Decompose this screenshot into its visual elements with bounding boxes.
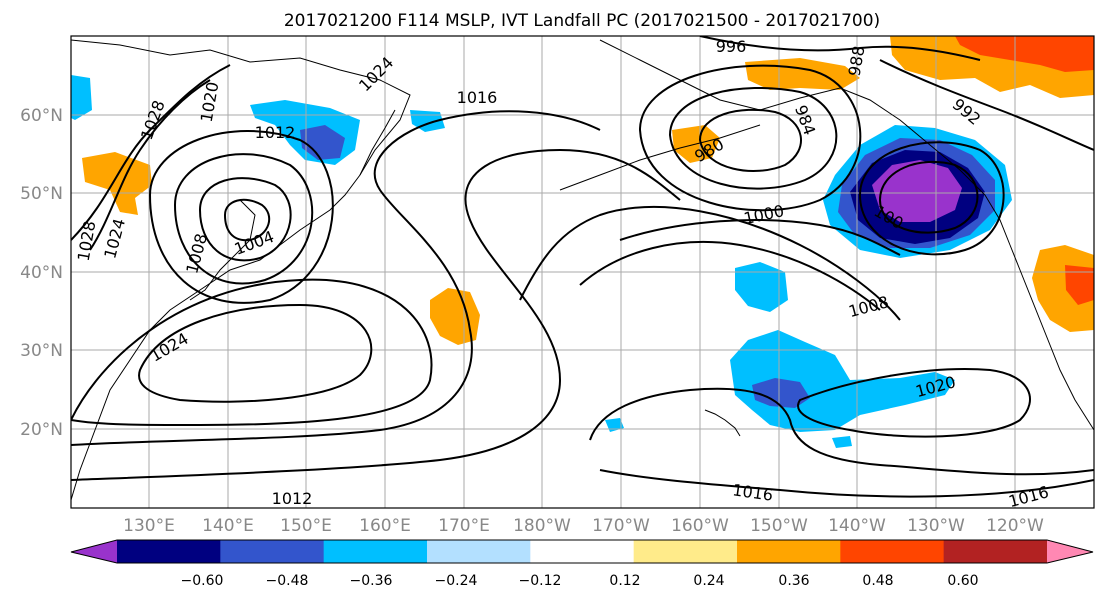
isobar-label: 1012 [255, 123, 296, 142]
lon-tick: 170°W [592, 516, 650, 536]
coastlines [71, 39, 1094, 501]
lon-tick: 180°W [513, 516, 571, 536]
lat-tick: 40°N [20, 263, 63, 283]
cbar-tick: 0.60 [947, 573, 978, 589]
colorbar-outline [70, 539, 1094, 564]
coast-japan [189, 199, 256, 301]
lon-tick: 150°E [280, 516, 332, 536]
colorbar-segments [71, 540, 1093, 563]
colorbar-segment [633, 540, 738, 563]
isobar-subtropical-high [138, 303, 373, 403]
coast-north-america [1009, 244, 1094, 431]
isobar-1020-hawaii [797, 368, 1031, 438]
colorbar-segment [220, 540, 325, 563]
shade-negative-hawaii-core [752, 378, 810, 408]
isobar-1020-west [71, 278, 433, 427]
cbar-tick: −0.48 [266, 573, 309, 589]
lon-tick: 130°E [123, 516, 175, 536]
lat-tick: 30°N [20, 341, 63, 361]
lat-tick: 50°N [20, 184, 63, 204]
shade-negative-hawaii-north [735, 262, 788, 312]
shade-strong-positive-ne [955, 36, 1094, 72]
lon-tick: 130°W [907, 516, 965, 536]
isobar-nw-low-mid [198, 177, 292, 262]
colorbar-extend-min [71, 540, 117, 563]
isobar-gulf-low-1 [878, 160, 979, 234]
colorbar-segment [840, 540, 945, 563]
figure-title: 2017021200 F114 MSLP, IVT Landfall PC (2… [284, 11, 880, 31]
lon-tick: 140°E [202, 516, 254, 536]
isobar-1016-east [599, 469, 1094, 498]
isobar-label: 1012 [272, 489, 313, 508]
lon-tick: 160°W [671, 516, 729, 536]
cbar-tick: −0.12 [519, 573, 562, 589]
isobar-1000-arc [619, 219, 901, 256]
cbar-tick: 0.12 [609, 573, 640, 589]
isobar-west-ridge [71, 64, 231, 241]
isobar-1016-south-east [589, 387, 1094, 476]
isobar-nw-low-inner [223, 198, 271, 242]
coast-kamchatka [359, 109, 396, 176]
shade-positive-japan-sea [82, 152, 152, 215]
lon-tick: 120°W [986, 516, 1044, 536]
colorbar: −0.60 −0.48 −0.36 −0.24 −0.12 0.12 0.24 … [70, 539, 1094, 589]
shade-negative-small-se [832, 436, 852, 448]
cbar-tick: 0.48 [862, 573, 893, 589]
colorbar-segment [530, 540, 635, 563]
isobars [71, 36, 1094, 498]
colorbar-extend-max [1047, 540, 1093, 563]
isobar-label: 1016 [457, 88, 498, 107]
colorbar-segment [323, 540, 428, 563]
isobar-label: 996 [716, 37, 747, 56]
isobar-aleutian-low-3 [638, 64, 862, 212]
isobar-1012-west [149, 130, 334, 304]
gridlines [71, 36, 1094, 508]
cbar-tick: 0.36 [778, 573, 809, 589]
isobar-nw-low-outer [173, 153, 314, 285]
colorbar-segment [117, 540, 221, 563]
longitude-ticks: 130°E 140°E 150°E 160°E 170°E 180°W 170°… [123, 516, 1044, 536]
map-panel: 996 1024 1016 1020 1028 1012 984 980 992… [70, 35, 1095, 509]
isobar-gulf-low-2 [858, 141, 1005, 256]
lon-tick: 140°W [828, 516, 886, 536]
shade-positive-central [430, 288, 480, 345]
colorbar-ticks: −0.60 −0.48 −0.36 −0.24 −0.12 0.12 0.24 … [181, 573, 979, 589]
coast-alaska [599, 39, 1011, 246]
isobar-1016-central [71, 110, 601, 446]
coast-hawaii [704, 409, 741, 437]
shade-negative-gulf-alaska-core [872, 160, 962, 222]
lon-tick: 170°E [438, 516, 490, 536]
isobar-1008-arc [519, 205, 901, 321]
isobar-aleutian-low-1 [698, 108, 802, 172]
latitude-ticks: 60°N 50°N 40°N 30°N 20°N [20, 106, 63, 440]
cbar-tick: −0.36 [350, 573, 393, 589]
shade-strong-positive-west-coast [1065, 265, 1094, 305]
cbar-tick: −0.60 [181, 573, 224, 589]
lon-tick: 160°E [359, 516, 411, 536]
coast-asia [71, 39, 411, 501]
isobar-1004-arc [579, 240, 881, 311]
lat-tick: 20°N [20, 420, 63, 440]
colorbar-segment [737, 540, 841, 563]
map-frame [70, 35, 1095, 509]
shade-negative-okhotsk-core [300, 125, 345, 160]
colorbar-segment [427, 540, 531, 563]
isobar-1028 [89, 79, 211, 251]
isobar-1012-south [71, 148, 681, 481]
cbar-tick: 0.24 [693, 573, 724, 589]
isobar-aleutian-low-2 [668, 86, 838, 190]
colorbar-segment [943, 540, 1048, 563]
isobar-north-top-2 [879, 59, 1094, 151]
lon-tick: 150°W [750, 516, 808, 536]
shade-negative-far-west [71, 75, 92, 120]
coast-aleutians [559, 124, 761, 191]
cbar-tick: −0.24 [435, 573, 478, 589]
lat-tick: 60°N [20, 106, 63, 126]
isobar-north-top [699, 36, 981, 61]
